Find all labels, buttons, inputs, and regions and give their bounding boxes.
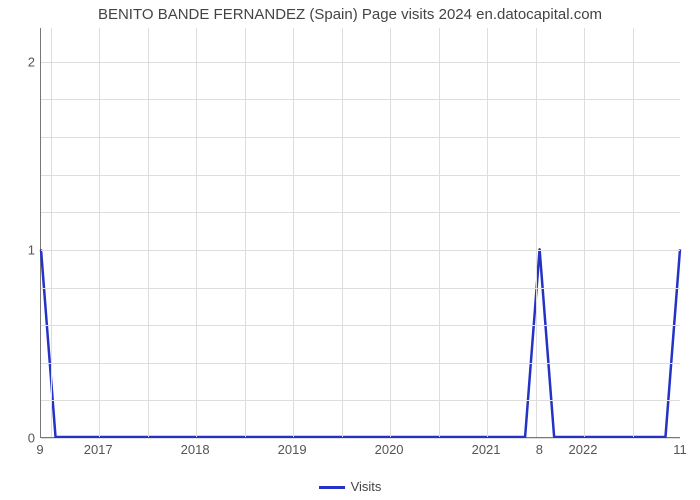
chart-plot-area xyxy=(40,28,680,438)
legend: Visits xyxy=(0,479,700,494)
x-tick-label: 2021 xyxy=(472,442,501,457)
legend-label: Visits xyxy=(351,479,382,494)
gridline-v xyxy=(584,28,585,437)
gridline-v xyxy=(99,28,100,437)
gridline-v xyxy=(633,28,634,437)
gridline-v xyxy=(196,28,197,437)
gridline-v xyxy=(439,28,440,437)
data-point-label: 11 xyxy=(673,442,687,457)
legend-swatch xyxy=(319,486,345,489)
gridline-v xyxy=(51,28,52,437)
gridline-v xyxy=(148,28,149,437)
x-tick-label: 2019 xyxy=(278,442,307,457)
y-tick-label: 0 xyxy=(5,431,35,446)
gridline-v xyxy=(342,28,343,437)
x-tick-label: 2022 xyxy=(569,442,598,457)
gridline-v xyxy=(487,28,488,437)
y-tick-label: 1 xyxy=(5,242,35,257)
chart-title: BENITO BANDE FERNANDEZ (Spain) Page visi… xyxy=(0,6,700,23)
y-tick-label: 2 xyxy=(5,54,35,69)
gridline-v xyxy=(390,28,391,437)
gridline-v xyxy=(293,28,294,437)
x-tick-label: 2020 xyxy=(375,442,404,457)
data-point-label: 8 xyxy=(536,442,543,457)
x-tick-label: 2018 xyxy=(181,442,210,457)
x-tick-label: 2017 xyxy=(84,442,113,457)
data-point-label: 9 xyxy=(36,442,43,457)
gridline-v xyxy=(245,28,246,437)
gridline-h xyxy=(41,438,680,439)
gridline-v xyxy=(536,28,537,437)
